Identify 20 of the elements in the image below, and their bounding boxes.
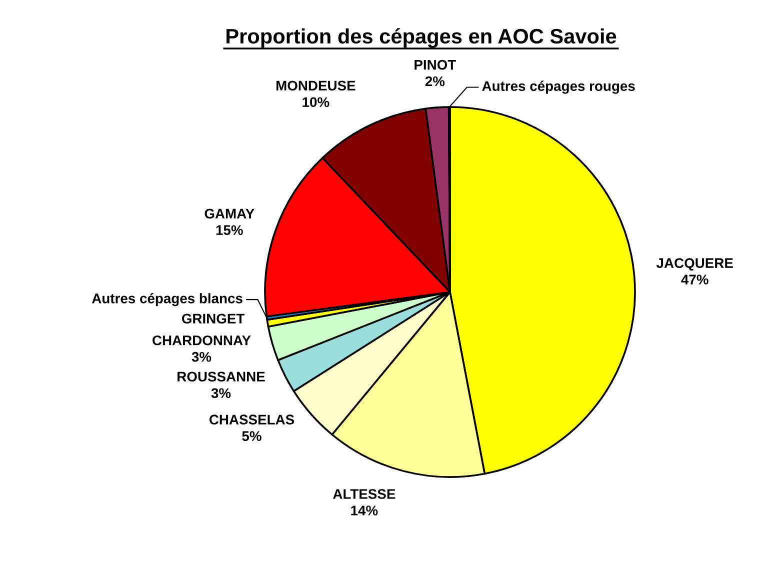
data-label: 3%	[192, 352, 212, 362]
data-label: 47%	[681, 274, 708, 284]
slice-label: CHARDONNAY	[152, 335, 251, 346]
data-label: 2%	[425, 76, 445, 86]
slice-label: PINOT	[414, 60, 456, 70]
slice-label: ROUSSANNE	[178, 372, 265, 382]
slice-label: JACQUERE	[656, 258, 733, 271]
slice-label: Autres cépages rouges	[482, 80, 635, 94]
data-label: 10%	[302, 97, 330, 108]
data-label: 14%	[351, 506, 378, 516]
slice-label: MONDEUSE	[276, 80, 356, 91]
slice-label: Autres cépages blancs	[92, 293, 242, 306]
data-label: 15%	[216, 225, 243, 236]
slice-label: GRINGET	[182, 314, 245, 324]
chart-title: Proportion des cépages en AOC Savoie	[226, 28, 616, 48]
slice-label: ALTESSE	[333, 489, 396, 499]
data-label: 5%	[242, 431, 262, 441]
slice-label: CHASSELAS	[209, 414, 294, 425]
slice-label: GAMAY	[204, 208, 254, 219]
data-label: 3%	[211, 388, 231, 398]
